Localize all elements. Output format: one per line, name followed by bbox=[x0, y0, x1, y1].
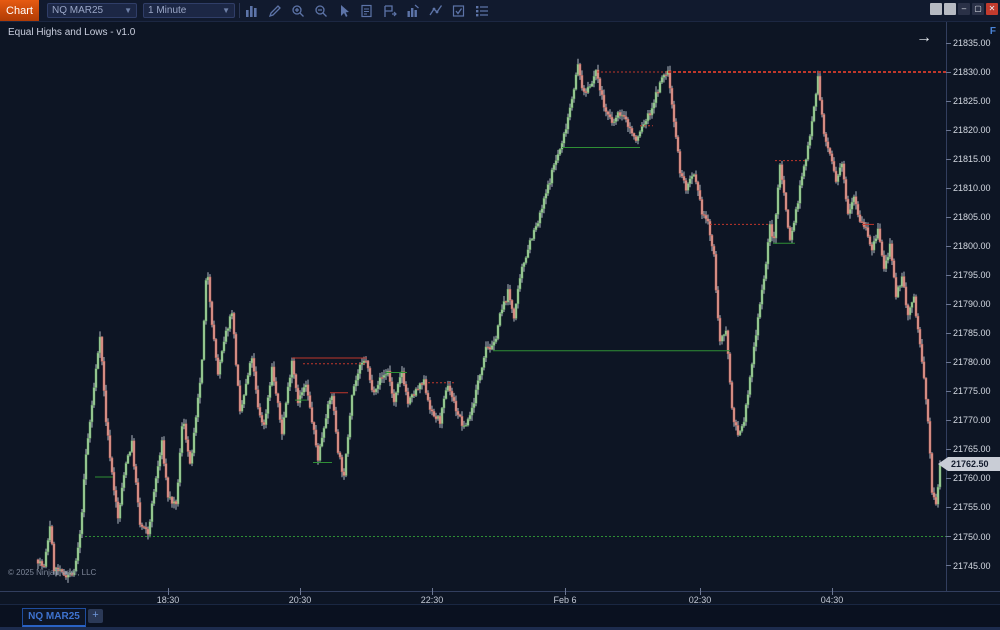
drawing-pencil-icon[interactable] bbox=[268, 4, 282, 18]
price-axis-label: 21800.00 bbox=[953, 241, 991, 252]
cursor-arrow-icon[interactable] bbox=[337, 4, 351, 18]
instrument-dropdown[interactable]: NQ MAR25 ▼ bbox=[47, 3, 137, 18]
maximize-button[interactable]: ▢ bbox=[972, 3, 984, 15]
copyright-watermark: © 2025 NinjaTrader, LLC bbox=[8, 568, 97, 577]
price-axis-label: 21790.00 bbox=[953, 299, 991, 310]
toolbar bbox=[245, 2, 489, 19]
time-axis-label: 22:30 bbox=[420, 595, 444, 605]
price-axis-tick bbox=[946, 158, 951, 160]
zoom-out-icon[interactable] bbox=[314, 4, 328, 18]
price-axis-label: 21785.00 bbox=[953, 328, 991, 339]
candlestick-series bbox=[36, 58, 942, 583]
price-axis-label: 21825.00 bbox=[953, 96, 991, 107]
price-axis-label: 21760.00 bbox=[953, 473, 991, 484]
price-axis-tick bbox=[946, 303, 951, 305]
time-axis-label: Feb 6 bbox=[553, 595, 577, 605]
time-axis-tick bbox=[300, 588, 301, 595]
price-axis-label: 21795.00 bbox=[953, 270, 991, 281]
chart-tab[interactable]: Chart bbox=[0, 0, 39, 21]
instrument-dropdown-value: NQ MAR25 bbox=[52, 5, 104, 16]
time-axis-tick bbox=[432, 588, 433, 595]
price-axis-label: 21780.00 bbox=[953, 357, 991, 368]
price-axis-tick bbox=[946, 245, 951, 247]
indicators-icon[interactable] bbox=[406, 4, 420, 18]
time-axis-label: 02:30 bbox=[688, 595, 712, 605]
price-axis-tick bbox=[946, 129, 951, 131]
time-axis-label: 20:30 bbox=[288, 595, 312, 605]
strategies-icon[interactable] bbox=[452, 4, 466, 18]
time-axis-tick bbox=[565, 588, 566, 595]
time-axis-tick bbox=[700, 588, 701, 595]
toolbar-separator bbox=[239, 3, 240, 18]
window-bottom-edge bbox=[0, 627, 1000, 630]
chevron-down-icon: ▼ bbox=[222, 6, 230, 15]
current-price-marker: 21762.50 bbox=[948, 456, 1000, 471]
time-axis-tick bbox=[832, 588, 833, 595]
indicator-label: Equal Highs and Lows - v1.0 bbox=[8, 27, 136, 38]
price-axis-tick bbox=[946, 216, 951, 218]
price-axis-label: 21775.00 bbox=[953, 386, 991, 397]
time-axis-label: 18:30 bbox=[156, 595, 180, 605]
price-axis-tick bbox=[946, 477, 951, 479]
price-axis-tick bbox=[946, 565, 951, 567]
price-axis-label: 21770.00 bbox=[953, 415, 991, 426]
instrument-tab[interactable]: NQ MAR25 bbox=[22, 608, 86, 627]
window-buttons: – ▢ ✕ bbox=[930, 3, 998, 15]
price-axis-tick bbox=[946, 536, 951, 537]
price-axis-tick bbox=[946, 390, 951, 392]
time-axis-line[interactable] bbox=[0, 591, 1000, 592]
price-axis-label: 21765.00 bbox=[953, 444, 991, 455]
price-axis-label: 21815.00 bbox=[953, 154, 991, 165]
time-axis-tick bbox=[168, 588, 169, 595]
interval-dropdown[interactable]: 1 Minute ▼ bbox=[143, 3, 235, 18]
interval-link-button[interactable] bbox=[944, 3, 956, 15]
price-axis-label: 21820.00 bbox=[953, 125, 991, 136]
price-axis-tick bbox=[946, 187, 951, 189]
zoom-in-icon[interactable] bbox=[291, 4, 305, 18]
minimize-button[interactable]: – bbox=[958, 3, 970, 15]
price-axis-letter: F bbox=[989, 26, 996, 37]
data-series-icon[interactable] bbox=[360, 4, 374, 18]
current-price-marker-notch bbox=[938, 456, 948, 471]
line-tool-icon[interactable] bbox=[429, 4, 443, 18]
price-axis-label: 21805.00 bbox=[953, 212, 991, 223]
chevron-down-icon: ▼ bbox=[124, 6, 132, 15]
properties-list-icon[interactable] bbox=[475, 4, 489, 18]
time-axis-label: 04:30 bbox=[820, 595, 844, 605]
bar-chart-icon[interactable] bbox=[245, 4, 259, 18]
bottom-tab-bar: NQ MAR25 + bbox=[0, 604, 1000, 630]
price-axis-tick bbox=[946, 332, 951, 334]
price-axis-label: 21745.00 bbox=[953, 560, 991, 571]
interval-dropdown-value: 1 Minute bbox=[148, 5, 187, 16]
price-axis-label: 21755.00 bbox=[953, 502, 991, 513]
price-axis-label: 21835.00 bbox=[953, 38, 991, 48]
price-axis-line[interactable] bbox=[946, 22, 947, 591]
price-axis-tick bbox=[946, 100, 951, 102]
price-axis-label: 21750.00 bbox=[953, 531, 991, 542]
price-axis-tick bbox=[946, 274, 951, 276]
goto-latest-arrow-icon[interactable]: → bbox=[916, 29, 932, 46]
price-axis-tick bbox=[946, 42, 951, 44]
equal-highs-lows-levels bbox=[85, 71, 946, 537]
price-axis-tick bbox=[946, 419, 951, 421]
add-tab-button[interactable]: + bbox=[88, 609, 103, 623]
price-axis-label: 21810.00 bbox=[953, 183, 991, 194]
price-axis-tick bbox=[946, 506, 951, 508]
price-axis-tick bbox=[946, 71, 951, 73]
chart-trader-icon[interactable] bbox=[383, 4, 397, 18]
close-button[interactable]: ✕ bbox=[986, 3, 998, 15]
title-bar: Chart NQ MAR25 ▼ 1 Minute ▼ – ▢ ✕ bbox=[0, 0, 1000, 22]
price-axis-label: 21830.00 bbox=[953, 67, 991, 78]
instrument-link-button[interactable] bbox=[930, 3, 942, 15]
price-axis-tick bbox=[946, 448, 951, 450]
price-axis-tick bbox=[946, 361, 951, 363]
